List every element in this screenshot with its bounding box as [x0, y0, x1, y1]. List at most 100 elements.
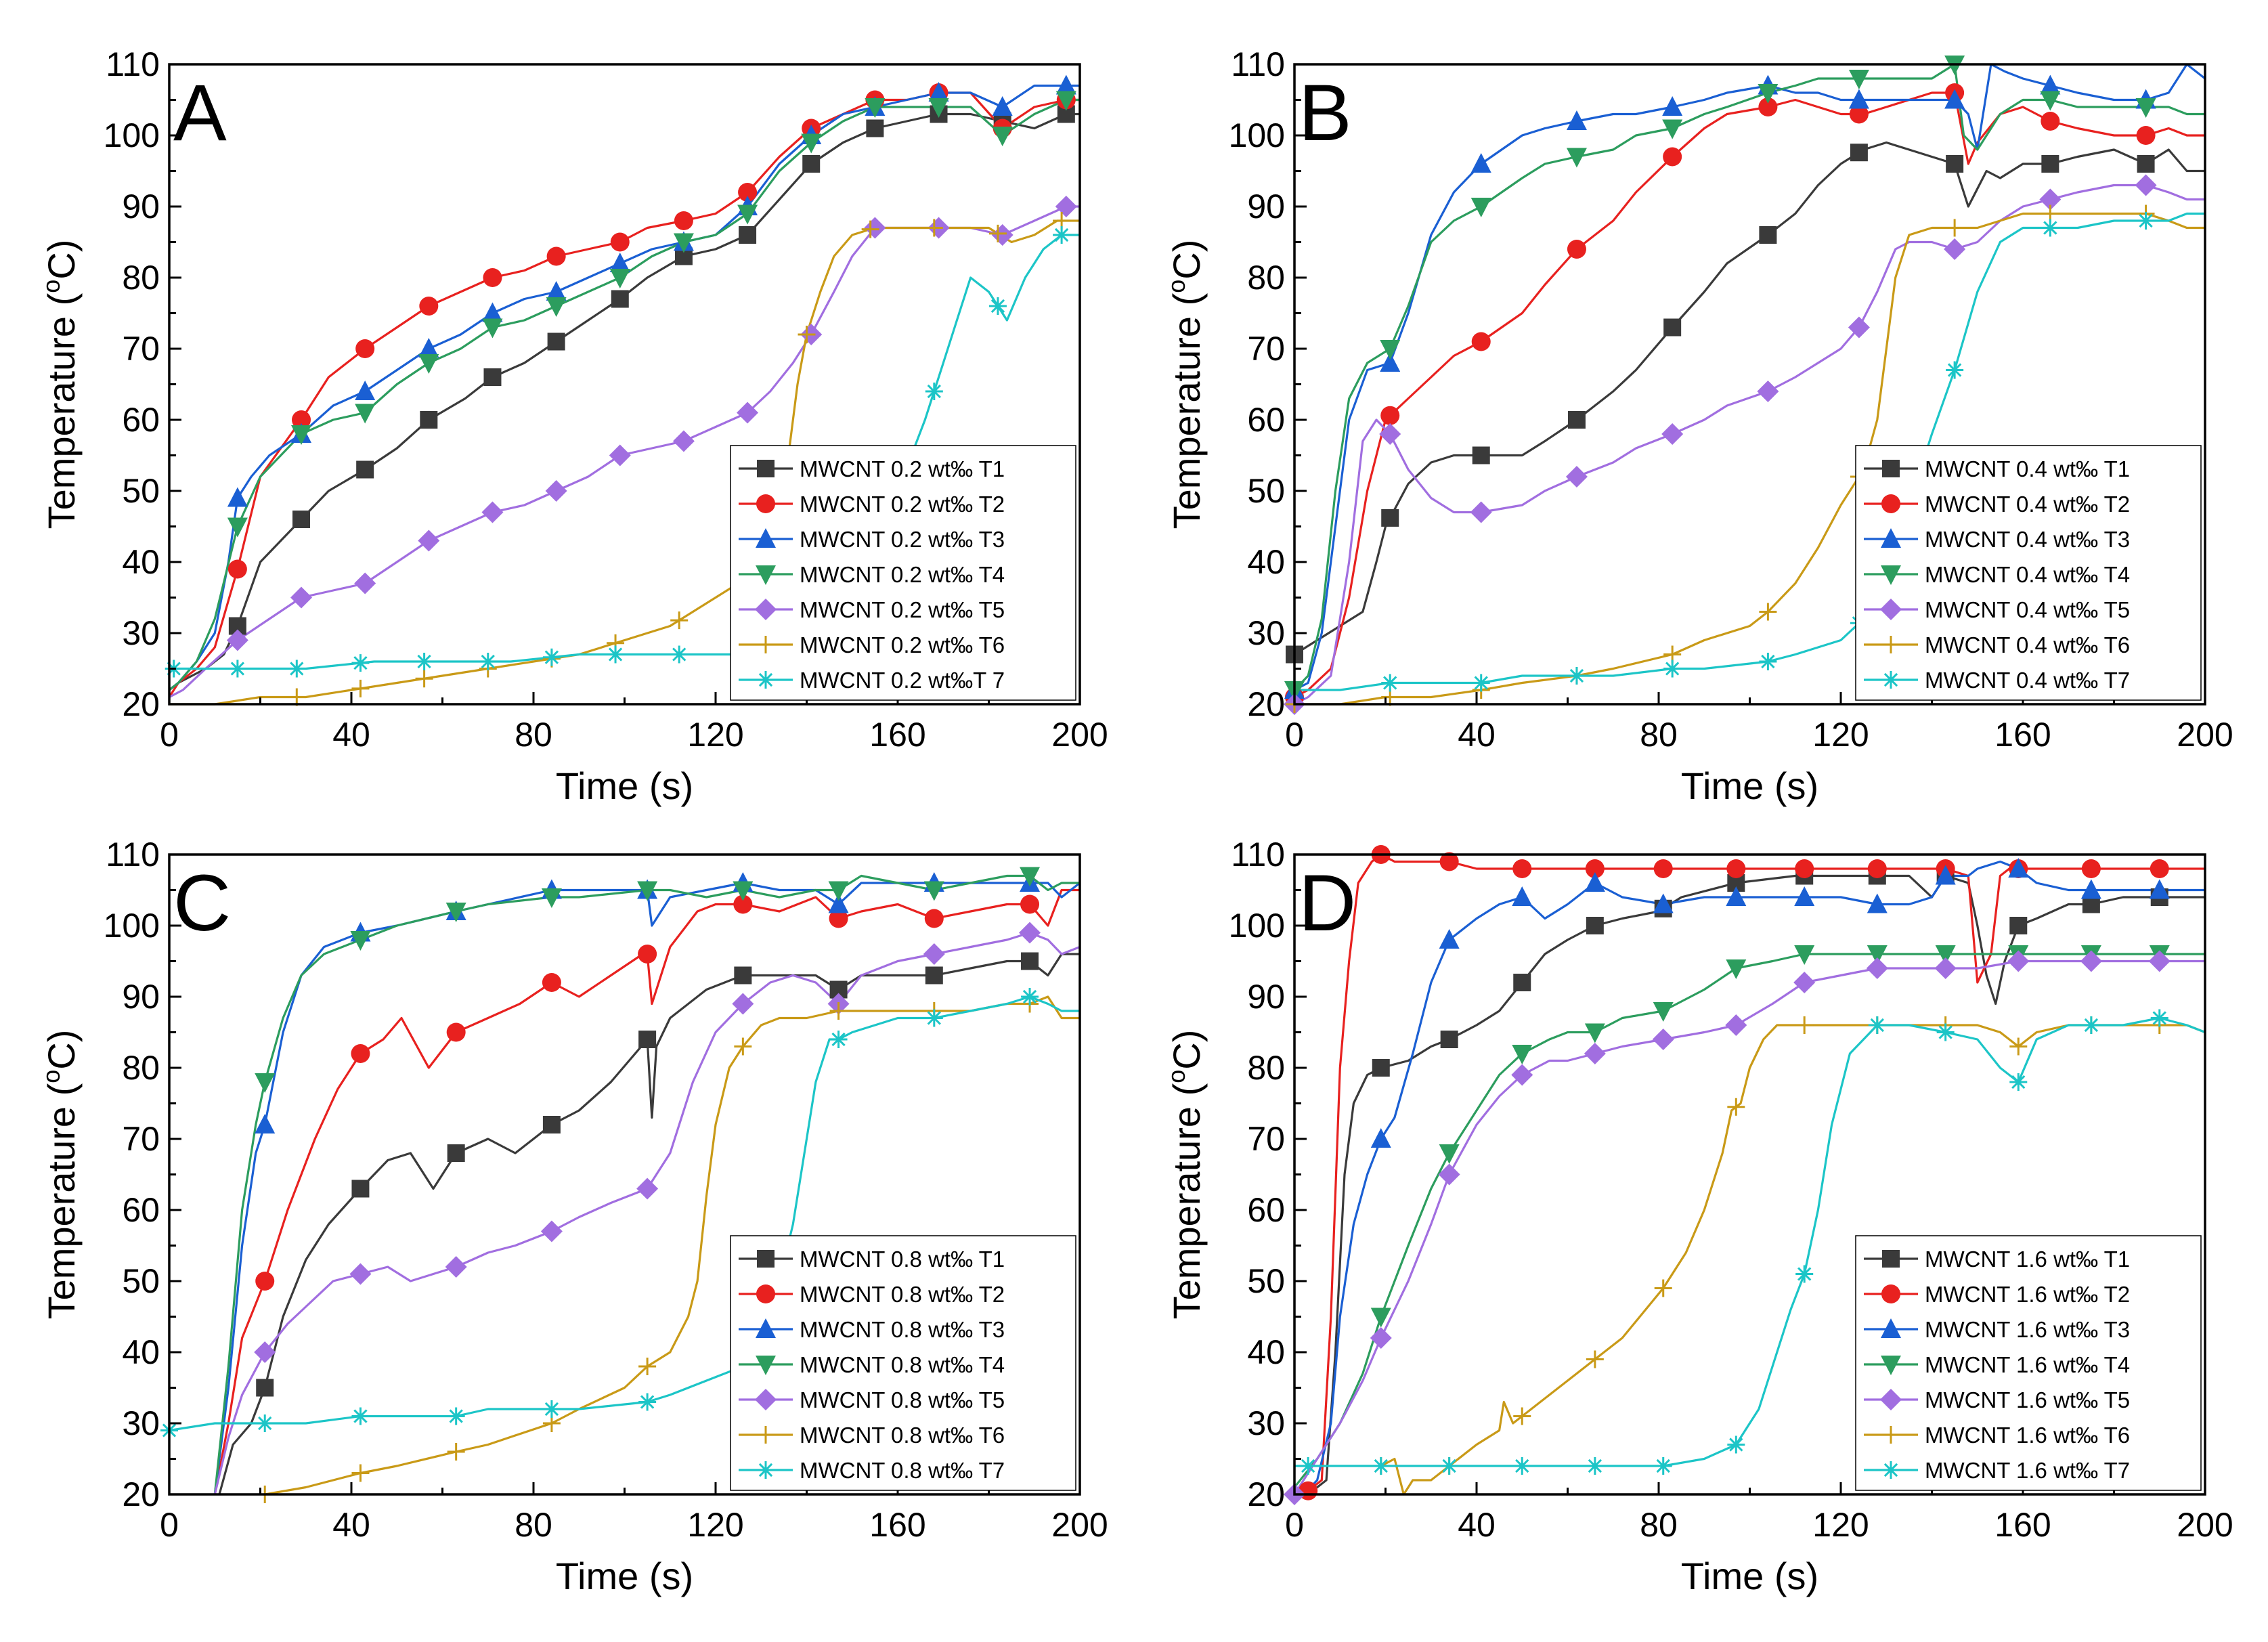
panel-d-series-5-point-7 — [1725, 1014, 1747, 1036]
panel-a-legend-label-6: MWCNT 0.2 wt‰ T6 — [800, 632, 1005, 657]
panel-a-series-3-point-13 — [992, 96, 1013, 116]
panel-b-series-4-markers — [1284, 56, 2156, 701]
panel-d-series-4-point-2 — [1439, 1144, 1460, 1164]
panel-a-series-2-point-6 — [546, 246, 566, 266]
panel-b-series-4-point-3 — [1470, 198, 1491, 217]
panel-b-series-3-point-3 — [1470, 153, 1491, 173]
panel-a-series-7-point-9 — [670, 645, 689, 664]
panel-c-y-tick-label: 100 — [104, 907, 160, 945]
panel-b-series-4-point-7 — [1848, 70, 1869, 89]
panel-d-y-tick-label: 30 — [1247, 1404, 1285, 1442]
panel-d-series-4-point-6 — [1726, 959, 1747, 979]
panel-a-series-5-point-2 — [290, 586, 313, 609]
panel-b-series-5-point-5 — [1661, 423, 1684, 445]
panel-d-legend-marker-2 — [1881, 1284, 1900, 1303]
panel-b-series-2-point-2 — [1380, 406, 1400, 425]
panel-a-series-4-point-9 — [737, 204, 758, 225]
panel-b-series-7-point-8 — [2041, 219, 2059, 237]
panel-b-series-4-point-4 — [1566, 148, 1587, 168]
panel-c-series-7-point-8 — [829, 1031, 848, 1048]
panel-a-series-4-point-1 — [227, 517, 248, 538]
panel-d-legend-marker-6 — [1882, 1426, 1900, 1444]
panel-c-y-axis-title-end: C) — [40, 1030, 83, 1070]
panel-d-x-tick-label: 0 — [1285, 1506, 1304, 1544]
panel-d-y-tick-label: 40 — [1247, 1333, 1285, 1371]
panel-b-y-tick-label: 30 — [1247, 614, 1285, 652]
panel-b-legend: MWCNT 0.4 wt‰ T1 MWCNT 0.4 wt‰ T2 MWCNT 0.… — [1855, 445, 2202, 701]
panel-b-legend-marker-2 — [1881, 494, 1900, 513]
panel-c-y-tick-label: 20 — [122, 1475, 160, 1513]
panel-b-series-5-point-6 — [1757, 381, 1779, 402]
panel-d-letter: D — [1299, 859, 1356, 948]
panel-b-y-tick-label: 100 — [1229, 116, 1285, 154]
panel-a-series-3-point-14 — [1055, 74, 1076, 95]
panel-d-series-1-point-1 — [1372, 1059, 1390, 1077]
panel-d-y-axis-title-sup: o — [1162, 1070, 1190, 1083]
panel-d-y-tick-label: 100 — [1229, 907, 1285, 945]
panel-c-series-7-point-9 — [925, 1009, 943, 1027]
panel-b-series-7-point-4 — [1663, 660, 1682, 678]
panel-a-y-axis-title-end: C) — [40, 240, 83, 280]
panel-d-series-7-point-9 — [1868, 1016, 1886, 1034]
panel-c-series-7-point-5 — [542, 1400, 561, 1418]
panel-c-legend: MWCNT 0.8 wt‰ T1 MWCNT 0.8 wt‰ T2 MWCNT 0.… — [730, 1235, 1076, 1491]
panel-c-series-5-point-2 — [349, 1263, 372, 1285]
panel-a-legend-label-4: MWCNT 0.2 wt‰ T4 — [800, 562, 1005, 587]
panel-a-legend-marker-6 — [757, 636, 775, 653]
panel-a-series-7-point-5 — [415, 653, 433, 670]
panel-d-series-6-point-4 — [1586, 1350, 1604, 1368]
panel-a-x-tick-label: 40 — [332, 716, 370, 754]
panel-a-series-6-point-1 — [288, 688, 306, 706]
panel-b-legend-label-3: MWCNT 0.4 wt‰ T3 — [1925, 527, 2130, 552]
panel-c-series-3-point-1 — [255, 1114, 276, 1133]
panel-d-series-3-point-9 — [1935, 865, 1956, 885]
panel-c-series-1-point-4 — [542, 1116, 561, 1133]
panel-a-series-7-point-2 — [228, 660, 246, 678]
panel-c-legend-label-5: MWCNT 0.8 wt‰ T5 — [800, 1387, 1005, 1412]
panel-d-series-5-point-5 — [1584, 1043, 1606, 1064]
panel-d-legend-label-4: MWCNT 1.6 wt‰ T4 — [1925, 1352, 2130, 1377]
panel-a-x-tick-label: 160 — [869, 716, 925, 754]
panel-a-x-tick-label: 200 — [1051, 716, 1108, 754]
panel-b-letter: B — [1299, 68, 1352, 158]
panel-b-series-4-point-2 — [1380, 340, 1401, 360]
panel-c-series-1-point-5 — [638, 1031, 657, 1048]
panel-a-series-3-point-5 — [482, 302, 503, 322]
panel-b-series-5-point-10 — [2135, 174, 2157, 196]
panel-b-x-tick-label: 80 — [1640, 716, 1678, 754]
panel-a-legend-marker-4 — [756, 565, 776, 585]
panel-c-series-6-point-6 — [734, 1037, 752, 1056]
panel-c-series-4-point-1 — [255, 1073, 276, 1093]
panel-c-series-1-point-2 — [351, 1180, 370, 1198]
panel-a-y-tick-label: 90 — [122, 188, 160, 225]
panel-c-series-7-point-2 — [256, 1414, 274, 1432]
panel-d-series-1-point-2 — [1440, 1031, 1458, 1048]
panel-c-series-5-point-9 — [1019, 922, 1041, 944]
panel-b-series-7-point-3 — [1567, 667, 1586, 685]
panel-d-series-7-point-6 — [1654, 1457, 1672, 1475]
panel-d-legend-marker-4 — [1881, 1356, 1901, 1375]
panel-b-series-5-point-2 — [1379, 423, 1401, 445]
panel-a-series-5-point-6 — [545, 480, 567, 502]
panel-a-series-4-point-12 — [928, 98, 949, 118]
panel-a-series-5-point-8 — [672, 430, 695, 452]
panel-d-series-1-point-3 — [1513, 974, 1531, 991]
panel-d-series-2-point-6 — [1653, 859, 1673, 878]
panel-d-legend: MWCNT 1.6 wt‰ T1 MWCNT 1.6 wt‰ T2 MWCNT 1.… — [1855, 1235, 2202, 1491]
panel-b-series-2-point-5 — [1663, 147, 1682, 167]
panel-d-legend-label-5: MWCNT 1.6 wt‰ T5 — [1925, 1387, 2130, 1412]
panel-a-series-5-point-3 — [354, 572, 376, 595]
panel-c-series-7-point-4 — [447, 1407, 465, 1425]
panel-d-series-4-point-4 — [1584, 1023, 1605, 1043]
panel-d-x-tick-label: 40 — [1458, 1506, 1496, 1544]
panel-d-series-7-point-8 — [1795, 1265, 1814, 1283]
panel-c-x-tick-label: 160 — [869, 1506, 925, 1544]
panel-a-y-tick-label: 80 — [122, 259, 160, 297]
panel-a-y-tick-label: 50 — [122, 472, 160, 510]
panel-d-series-6-point-7 — [1795, 1016, 1814, 1034]
panel-c-legend-marker-6 — [757, 1426, 775, 1444]
panel-b-series-3-point-7 — [1848, 89, 1869, 109]
panel-c-y-tick-label: 60 — [122, 1191, 160, 1229]
panel-c-series-3-point-7 — [828, 893, 849, 913]
